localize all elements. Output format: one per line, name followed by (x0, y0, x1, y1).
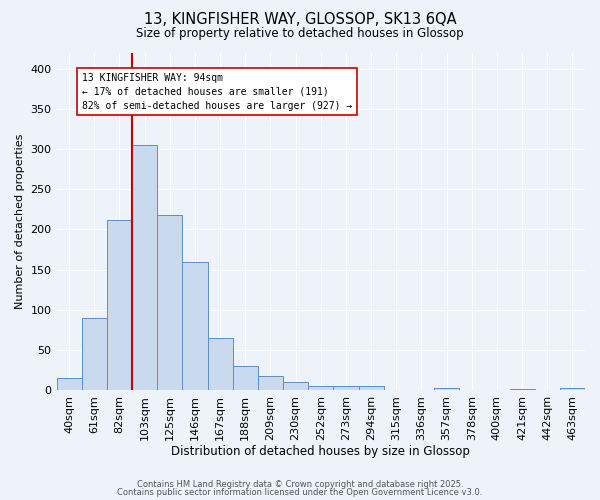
Bar (258, 376, 283, 390)
Bar (283, 382, 308, 390)
Bar (208, 338, 233, 390)
Text: Contains public sector information licensed under the Open Government Licence v3: Contains public sector information licen… (118, 488, 482, 497)
Bar (82, 318, 107, 390)
Text: 13, KINGFISHER WAY, GLOSSOP, SK13 6QA: 13, KINGFISHER WAY, GLOSSOP, SK13 6QA (143, 12, 457, 28)
Text: 13 KINGFISHER WAY: 94sqm
← 17% of detached houses are smaller (191)
82% of semi-: 13 KINGFISHER WAY: 94sqm ← 17% of detach… (82, 72, 352, 110)
Bar (233, 366, 258, 390)
Bar (334, 386, 359, 390)
Bar (359, 386, 383, 390)
Bar (560, 388, 585, 390)
X-axis label: Distribution of detached houses by size in Glossop: Distribution of detached houses by size … (172, 444, 470, 458)
Bar (434, 388, 459, 390)
Bar (56, 378, 82, 390)
Bar (308, 386, 334, 390)
Bar (132, 145, 157, 390)
Text: Size of property relative to detached houses in Glossop: Size of property relative to detached ho… (136, 28, 464, 40)
Bar (157, 215, 182, 390)
Bar (107, 220, 132, 390)
Y-axis label: Number of detached properties: Number of detached properties (15, 134, 25, 309)
Bar (182, 262, 208, 390)
Bar (509, 388, 535, 390)
Text: Contains HM Land Registry data © Crown copyright and database right 2025.: Contains HM Land Registry data © Crown c… (137, 480, 463, 489)
